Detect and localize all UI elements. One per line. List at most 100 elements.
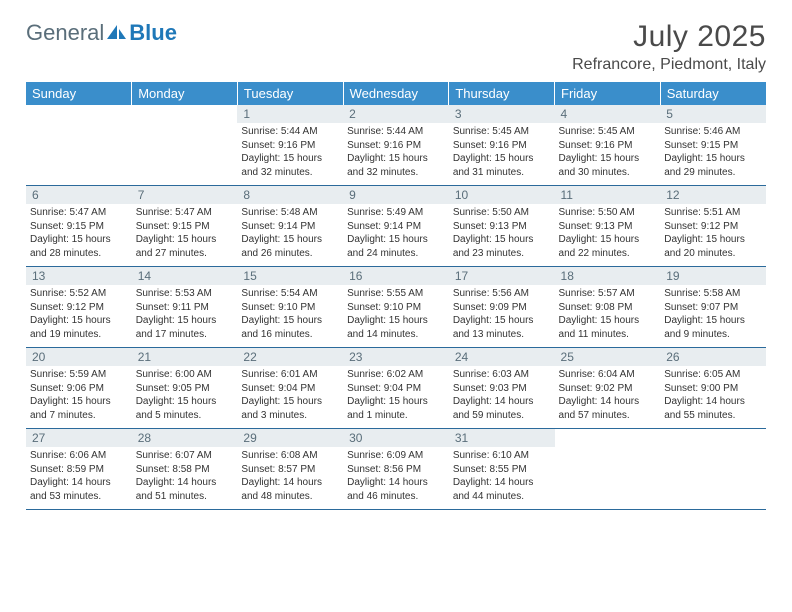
day-number: 2 bbox=[343, 105, 449, 123]
day-number: 17 bbox=[449, 267, 555, 285]
day-details: Sunrise: 5:57 AMSunset: 9:08 PMDaylight:… bbox=[555, 285, 661, 347]
day-details: Sunrise: 6:10 AMSunset: 8:55 PMDaylight:… bbox=[449, 447, 555, 509]
calendar-day-cell: 4Sunrise: 5:45 AMSunset: 9:16 PMDaylight… bbox=[555, 105, 661, 186]
calendar-day-cell: 20Sunrise: 5:59 AMSunset: 9:06 PMDayligh… bbox=[26, 348, 132, 429]
day-number: 8 bbox=[237, 186, 343, 204]
calendar-day-cell: 27Sunrise: 6:06 AMSunset: 8:59 PMDayligh… bbox=[26, 429, 132, 510]
calendar-day-cell: 31Sunrise: 6:10 AMSunset: 8:55 PMDayligh… bbox=[449, 429, 555, 510]
day-number: 7 bbox=[132, 186, 238, 204]
day-details: Sunrise: 5:50 AMSunset: 9:13 PMDaylight:… bbox=[555, 204, 661, 266]
weekday-header: Monday bbox=[132, 82, 238, 105]
day-number: 30 bbox=[343, 429, 449, 447]
day-number: 27 bbox=[26, 429, 132, 447]
calendar-day-cell: 25Sunrise: 6:04 AMSunset: 9:02 PMDayligh… bbox=[555, 348, 661, 429]
day-number: 15 bbox=[237, 267, 343, 285]
day-details: Sunrise: 5:50 AMSunset: 9:13 PMDaylight:… bbox=[449, 204, 555, 266]
calendar-day-cell: 29Sunrise: 6:08 AMSunset: 8:57 PMDayligh… bbox=[237, 429, 343, 510]
calendar-day-cell: 24Sunrise: 6:03 AMSunset: 9:03 PMDayligh… bbox=[449, 348, 555, 429]
calendar-day-cell: 12Sunrise: 5:51 AMSunset: 9:12 PMDayligh… bbox=[660, 186, 766, 267]
calendar-day-cell: 30Sunrise: 6:09 AMSunset: 8:56 PMDayligh… bbox=[343, 429, 449, 510]
calendar-day-cell: 14Sunrise: 5:53 AMSunset: 9:11 PMDayligh… bbox=[132, 267, 238, 348]
brand-part1: General bbox=[26, 20, 104, 45]
day-number: 29 bbox=[237, 429, 343, 447]
day-details: Sunrise: 6:00 AMSunset: 9:05 PMDaylight:… bbox=[132, 366, 238, 428]
calendar-day-cell: 9Sunrise: 5:49 AMSunset: 9:14 PMDaylight… bbox=[343, 186, 449, 267]
day-number: 10 bbox=[449, 186, 555, 204]
calendar-week-row: 27Sunrise: 6:06 AMSunset: 8:59 PMDayligh… bbox=[26, 429, 766, 510]
brand-part2: Blue bbox=[129, 20, 177, 45]
day-number: 5 bbox=[660, 105, 766, 123]
day-number: 13 bbox=[26, 267, 132, 285]
location-text: Refrancore, Piedmont, Italy bbox=[572, 56, 766, 74]
day-details: Sunrise: 5:55 AMSunset: 9:10 PMDaylight:… bbox=[343, 285, 449, 347]
day-details: Sunrise: 5:46 AMSunset: 9:15 PMDaylight:… bbox=[660, 123, 766, 185]
calendar-day-cell: 8Sunrise: 5:48 AMSunset: 9:14 PMDaylight… bbox=[237, 186, 343, 267]
brand-logo: General Blue bbox=[26, 20, 177, 46]
calendar-week-row: 6Sunrise: 5:47 AMSunset: 9:15 PMDaylight… bbox=[26, 186, 766, 267]
day-number: 25 bbox=[555, 348, 661, 366]
day-number: 16 bbox=[343, 267, 449, 285]
day-details: Sunrise: 5:44 AMSunset: 9:16 PMDaylight:… bbox=[343, 123, 449, 185]
day-number: 3 bbox=[449, 105, 555, 123]
day-number: 26 bbox=[660, 348, 766, 366]
sail-icon bbox=[106, 24, 128, 42]
day-details: Sunrise: 6:08 AMSunset: 8:57 PMDaylight:… bbox=[237, 447, 343, 509]
calendar-head: SundayMondayTuesdayWednesdayThursdayFrid… bbox=[26, 82, 766, 105]
calendar-week-row: 20Sunrise: 5:59 AMSunset: 9:06 PMDayligh… bbox=[26, 348, 766, 429]
day-number: 6 bbox=[26, 186, 132, 204]
day-number: 28 bbox=[132, 429, 238, 447]
weekday-header: Tuesday bbox=[237, 82, 343, 105]
calendar-day-cell: 21Sunrise: 6:00 AMSunset: 9:05 PMDayligh… bbox=[132, 348, 238, 429]
day-details: Sunrise: 5:49 AMSunset: 9:14 PMDaylight:… bbox=[343, 204, 449, 266]
calendar-day-cell: 1Sunrise: 5:44 AMSunset: 9:16 PMDaylight… bbox=[237, 105, 343, 186]
weekday-header: Sunday bbox=[26, 82, 132, 105]
calendar-day-cell: 17Sunrise: 5:56 AMSunset: 9:09 PMDayligh… bbox=[449, 267, 555, 348]
page-header: General Blue July 2025 Refrancore, Piedmo… bbox=[26, 20, 766, 74]
day-details: Sunrise: 5:54 AMSunset: 9:10 PMDaylight:… bbox=[237, 285, 343, 347]
weekday-row: SundayMondayTuesdayWednesdayThursdayFrid… bbox=[26, 82, 766, 105]
calendar-day-cell: 28Sunrise: 6:07 AMSunset: 8:58 PMDayligh… bbox=[132, 429, 238, 510]
calendar-day-cell: 22Sunrise: 6:01 AMSunset: 9:04 PMDayligh… bbox=[237, 348, 343, 429]
day-number: 9 bbox=[343, 186, 449, 204]
day-number: 23 bbox=[343, 348, 449, 366]
day-details: Sunrise: 6:05 AMSunset: 9:00 PMDaylight:… bbox=[660, 366, 766, 428]
day-number: 18 bbox=[555, 267, 661, 285]
day-details: Sunrise: 5:45 AMSunset: 9:16 PMDaylight:… bbox=[449, 123, 555, 185]
month-title: July 2025 bbox=[572, 20, 766, 54]
calendar-day-cell: 16Sunrise: 5:55 AMSunset: 9:10 PMDayligh… bbox=[343, 267, 449, 348]
day-number: 19 bbox=[660, 267, 766, 285]
day-number: 12 bbox=[660, 186, 766, 204]
calendar-day-cell: 2Sunrise: 5:44 AMSunset: 9:16 PMDaylight… bbox=[343, 105, 449, 186]
calendar-day-cell: 26Sunrise: 6:05 AMSunset: 9:00 PMDayligh… bbox=[660, 348, 766, 429]
day-number: 11 bbox=[555, 186, 661, 204]
day-number: 24 bbox=[449, 348, 555, 366]
day-details: Sunrise: 5:59 AMSunset: 9:06 PMDaylight:… bbox=[26, 366, 132, 428]
calendar-day-cell: 23Sunrise: 6:02 AMSunset: 9:04 PMDayligh… bbox=[343, 348, 449, 429]
calendar-day-cell: 15Sunrise: 5:54 AMSunset: 9:10 PMDayligh… bbox=[237, 267, 343, 348]
calendar-day-cell: . bbox=[26, 105, 132, 186]
day-details: Sunrise: 5:47 AMSunset: 9:15 PMDaylight:… bbox=[26, 204, 132, 266]
calendar-day-cell: 10Sunrise: 5:50 AMSunset: 9:13 PMDayligh… bbox=[449, 186, 555, 267]
day-details: Sunrise: 5:44 AMSunset: 9:16 PMDaylight:… bbox=[237, 123, 343, 185]
calendar-week-row: . . 1Sunrise: 5:44 AMSunset: 9:16 PMDayl… bbox=[26, 105, 766, 186]
weekday-header: Saturday bbox=[660, 82, 766, 105]
day-details: Sunrise: 5:56 AMSunset: 9:09 PMDaylight:… bbox=[449, 285, 555, 347]
day-details: Sunrise: 5:52 AMSunset: 9:12 PMDaylight:… bbox=[26, 285, 132, 347]
weekday-header: Wednesday bbox=[343, 82, 449, 105]
calendar-week-row: 13Sunrise: 5:52 AMSunset: 9:12 PMDayligh… bbox=[26, 267, 766, 348]
day-number: 20 bbox=[26, 348, 132, 366]
day-details: Sunrise: 6:06 AMSunset: 8:59 PMDaylight:… bbox=[26, 447, 132, 509]
calendar-day-cell: 3Sunrise: 5:45 AMSunset: 9:16 PMDaylight… bbox=[449, 105, 555, 186]
calendar-day-cell: . bbox=[555, 429, 661, 510]
day-details: Sunrise: 5:45 AMSunset: 9:16 PMDaylight:… bbox=[555, 123, 661, 185]
day-details: Sunrise: 6:07 AMSunset: 8:58 PMDaylight:… bbox=[132, 447, 238, 509]
calendar-day-cell: 7Sunrise: 5:47 AMSunset: 9:15 PMDaylight… bbox=[132, 186, 238, 267]
calendar-table: SundayMondayTuesdayWednesdayThursdayFrid… bbox=[26, 82, 766, 510]
calendar-body: . . 1Sunrise: 5:44 AMSunset: 9:16 PMDayl… bbox=[26, 105, 766, 510]
day-number: 22 bbox=[237, 348, 343, 366]
calendar-day-cell: . bbox=[132, 105, 238, 186]
day-number: 1 bbox=[237, 105, 343, 123]
calendar-day-cell: 18Sunrise: 5:57 AMSunset: 9:08 PMDayligh… bbox=[555, 267, 661, 348]
day-details: Sunrise: 6:03 AMSunset: 9:03 PMDaylight:… bbox=[449, 366, 555, 428]
title-block: July 2025 Refrancore, Piedmont, Italy bbox=[572, 20, 766, 74]
